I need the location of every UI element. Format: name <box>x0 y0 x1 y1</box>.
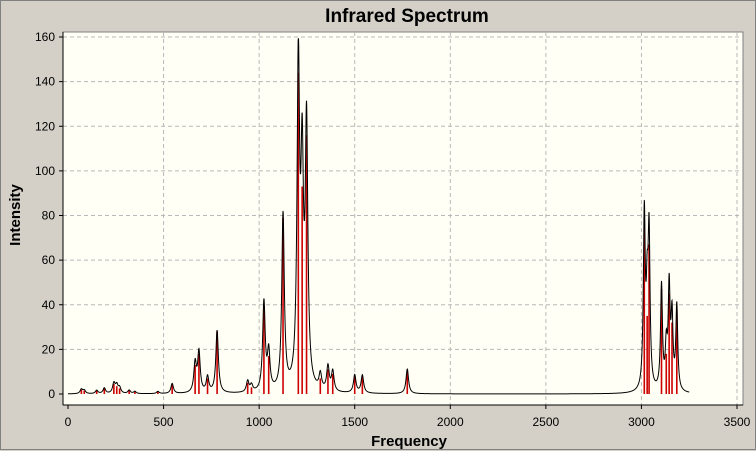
x-axis-label: Frequency <box>371 433 448 450</box>
x-tick-label: 2000 <box>437 415 464 429</box>
chart-title: Infrared Spectrum <box>325 6 489 27</box>
x-tick-label: 3500 <box>724 415 751 429</box>
x-tick-label: 1000 <box>246 415 273 429</box>
x-tick-label: 500 <box>154 415 174 429</box>
x-tick-label: 1500 <box>341 415 368 429</box>
plot-area <box>62 31 744 406</box>
spectrum-envelope-line <box>67 38 690 395</box>
y-tick-label: 140 <box>35 75 55 89</box>
x-tick-label: 3000 <box>628 415 655 429</box>
y-tick-label: 0 <box>48 387 55 401</box>
stick-spectrum <box>80 72 678 394</box>
y-tick-label: 20 <box>42 342 56 356</box>
y-tick-label: 80 <box>42 209 56 223</box>
axes: 0 500 1000 1500 2000 2500 3000 3500 0 20 40 60 80 100… <box>35 30 751 429</box>
grid-lines <box>63 32 743 405</box>
y-axis-label: Intensity <box>7 184 24 246</box>
y-tick-label: 120 <box>35 119 55 133</box>
x-tick-label: 2500 <box>533 415 560 429</box>
y-tick-label: 100 <box>35 164 55 178</box>
x-tick-label: 0 <box>65 415 72 429</box>
y-tick-label: 40 <box>42 298 56 312</box>
y-tick-label: 60 <box>42 253 56 267</box>
y-tick-label: 160 <box>35 30 55 44</box>
